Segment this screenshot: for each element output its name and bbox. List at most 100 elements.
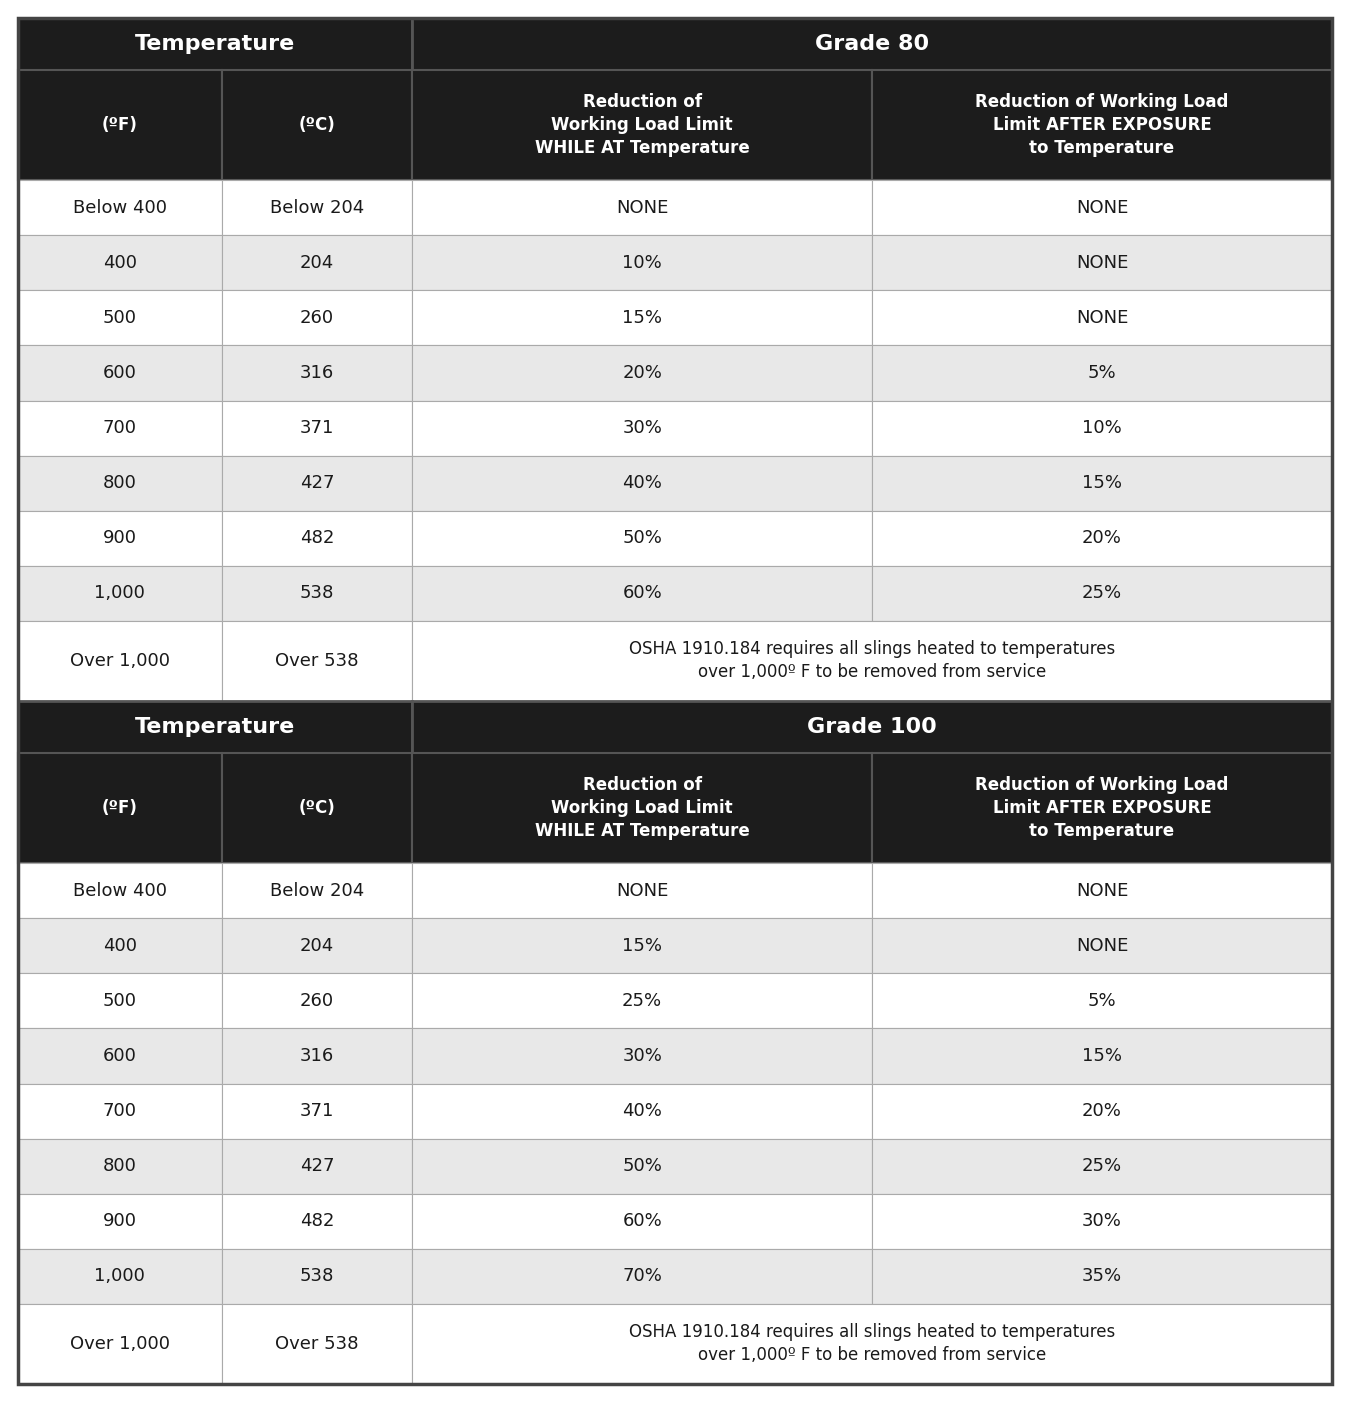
Bar [412, 864, 872, 918]
Bar [412, 181, 872, 236]
Text: 700: 700 [103, 1102, 136, 1120]
Bar [18, 18, 412, 70]
Text: 900: 900 [103, 530, 136, 547]
Bar [18, 290, 221, 345]
Bar [872, 70, 1332, 181]
Bar [221, 1193, 412, 1249]
Bar [872, 181, 1332, 236]
Text: 260: 260 [300, 308, 333, 327]
Bar [412, 345, 872, 401]
Bar [221, 290, 412, 345]
Text: 20%: 20% [1083, 530, 1122, 547]
Bar [872, 864, 1332, 918]
Text: 500: 500 [103, 993, 136, 1009]
Bar [872, 1138, 1332, 1193]
Bar [18, 701, 412, 753]
Bar [221, 1138, 412, 1193]
Bar [872, 1193, 1332, 1249]
Text: 400: 400 [103, 937, 136, 955]
Text: Below 400: Below 400 [73, 882, 167, 900]
Bar [412, 1249, 872, 1304]
Text: Reduction of
Working Load Limit
WHILE AT Temperature: Reduction of Working Load Limit WHILE AT… [535, 94, 749, 157]
Text: NONE: NONE [616, 199, 668, 217]
Text: 427: 427 [300, 1157, 335, 1175]
Text: 316: 316 [300, 1047, 333, 1066]
Bar [18, 181, 221, 236]
Bar [221, 70, 412, 181]
Text: Below 204: Below 204 [270, 882, 364, 900]
Text: Temperature: Temperature [135, 716, 296, 737]
Bar [18, 401, 221, 456]
Bar [221, 345, 412, 401]
Bar [221, 864, 412, 918]
Text: Below 204: Below 204 [270, 199, 364, 217]
Text: 40%: 40% [622, 474, 662, 492]
Bar [221, 456, 412, 510]
Text: 482: 482 [300, 1213, 333, 1231]
Text: 35%: 35% [1081, 1267, 1122, 1286]
Text: 15%: 15% [1083, 1047, 1122, 1066]
Text: (ºC): (ºC) [298, 799, 335, 817]
Bar [872, 753, 1332, 864]
Text: 50%: 50% [622, 1157, 662, 1175]
Text: 600: 600 [103, 1047, 136, 1066]
Bar [872, 1029, 1332, 1084]
Bar [412, 1304, 1332, 1384]
Bar [412, 1193, 872, 1249]
Bar [412, 566, 872, 621]
Bar [872, 566, 1332, 621]
Text: (ºF): (ºF) [101, 799, 138, 817]
Bar [872, 1084, 1332, 1138]
Bar [412, 510, 872, 566]
Text: OSHA 1910.184 requires all slings heated to temperatures
over 1,000º F to be rem: OSHA 1910.184 requires all slings heated… [629, 1323, 1115, 1364]
Text: 371: 371 [300, 419, 333, 437]
Text: 538: 538 [300, 1267, 333, 1286]
Bar [221, 181, 412, 236]
Bar [221, 1304, 412, 1384]
Text: 30%: 30% [1083, 1213, 1122, 1231]
Text: 600: 600 [103, 365, 136, 381]
Bar [412, 236, 872, 290]
Bar [412, 1084, 872, 1138]
Bar [18, 510, 221, 566]
Text: 700: 700 [103, 419, 136, 437]
Text: 50%: 50% [622, 530, 662, 547]
Bar [412, 1138, 872, 1193]
Bar [872, 1249, 1332, 1304]
Text: 25%: 25% [1081, 585, 1122, 603]
Bar [18, 621, 221, 701]
Text: Over 1,000: Over 1,000 [70, 1335, 170, 1353]
Bar [221, 566, 412, 621]
Text: 60%: 60% [622, 585, 662, 603]
Text: 500: 500 [103, 308, 136, 327]
Text: 900: 900 [103, 1213, 136, 1231]
Text: 538: 538 [300, 585, 333, 603]
Text: 204: 204 [300, 937, 333, 955]
Text: 800: 800 [103, 1157, 136, 1175]
Text: 316: 316 [300, 365, 333, 381]
Text: 15%: 15% [1083, 474, 1122, 492]
Text: NONE: NONE [1076, 308, 1129, 327]
Bar [872, 290, 1332, 345]
Text: Reduction of Working Load
Limit AFTER EXPOSURE
to Temperature: Reduction of Working Load Limit AFTER EX… [975, 777, 1228, 840]
Bar [18, 236, 221, 290]
Bar [412, 401, 872, 456]
Bar [872, 345, 1332, 401]
Bar [221, 918, 412, 973]
Bar [18, 345, 221, 401]
Text: 5%: 5% [1088, 993, 1116, 1009]
Text: Over 538: Over 538 [275, 1335, 359, 1353]
Text: Over 538: Over 538 [275, 652, 359, 670]
Text: 70%: 70% [622, 1267, 662, 1286]
Bar [412, 456, 872, 510]
Text: 30%: 30% [622, 1047, 662, 1066]
Bar [872, 973, 1332, 1029]
Bar [221, 973, 412, 1029]
Bar [18, 753, 221, 864]
Bar [221, 1084, 412, 1138]
Bar [18, 864, 221, 918]
Text: NONE: NONE [616, 882, 668, 900]
Text: 60%: 60% [622, 1213, 662, 1231]
Text: 800: 800 [103, 474, 136, 492]
Bar [412, 290, 872, 345]
